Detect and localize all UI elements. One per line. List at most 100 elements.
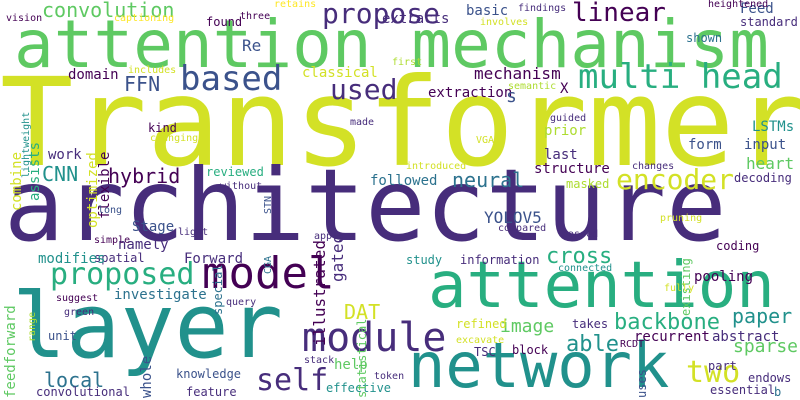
word-changes: changes [632,161,675,172]
word-convolutional: convolutional [36,385,130,399]
word-work: work [48,147,82,163]
word-part: part [708,359,737,373]
word-feature: feature [186,385,237,399]
word-linear: linear [572,0,666,28]
word-standard: standard [740,15,798,29]
word-simple: simple [94,235,131,246]
word-fully: fully [664,283,695,294]
word-attention-mechanism: attention mechanism [14,6,769,83]
word-yolov5: YOLOV5 [484,208,542,227]
word-namely: namely [118,237,169,253]
word-without: without [220,181,263,192]
word-domain: domain [68,67,119,83]
word-refined: refined [456,317,507,331]
word-essential: essential [710,383,776,397]
word-statistical: statistical [355,318,369,398]
word-local: local [44,368,105,392]
word-self: self [256,363,329,398]
word-lstms: LSTMs [752,119,795,135]
word-model: model [202,248,335,299]
word-suggest: suggest [56,293,99,304]
word-backbone: backbone [614,310,720,335]
word-findings: findings [518,3,567,14]
word-stn: STN [263,195,274,214]
word-paper: paper [732,304,793,328]
word-light: light [178,227,209,238]
word-s: s [506,86,517,107]
word-decoding: decoding [734,171,792,185]
word-special: special [211,264,225,315]
word-extraction: extraction [428,85,513,101]
word-long: long [98,205,123,216]
word-attention: attention [428,249,775,323]
word-pooling: pooling [694,269,754,285]
word-found: found [206,15,243,29]
word-structure: structure [534,161,610,177]
word-guided: guided [550,113,587,124]
word-abstract: abstract [712,329,780,345]
word-cnn: CNN [42,162,79,186]
word-multi-head: multi head [578,57,783,97]
word-endows: endows [748,371,792,385]
word-pruning: pruning [660,213,703,224]
word-form: form [688,137,722,153]
word-input: input [744,137,787,153]
word-used: used [330,73,398,106]
word-first: first [392,57,423,68]
word-excavate: excavate [456,335,505,346]
word-made: made [350,117,375,128]
word-spatial: spatial [94,251,145,265]
word-image: image [500,316,555,337]
word-stage: Stage [132,219,175,235]
word-encoder: encoder [616,163,735,196]
word-vga: VGA [476,135,495,146]
word-coding: coding [716,239,760,253]
word-masked: masked [566,177,610,191]
word-compared: compared [498,223,547,234]
word-token: token [374,371,405,382]
word-illustrated: illustrated [310,240,329,346]
word-retains: retains [274,0,317,10]
word-shown: shown [686,31,723,45]
word-study: study [406,253,443,267]
word-cross: cross [546,244,613,269]
word-proposed: proposed [50,257,195,292]
word-able: able [566,332,619,357]
word-x: X [560,81,569,97]
word-feedforward: feedforward [3,305,19,398]
word-uses: uses [635,369,649,398]
word-last: last [544,147,578,163]
word-convolution: convolution [42,0,175,22]
word-two: two [686,355,741,390]
word-sparse: sparse [733,336,799,357]
word-network: network [408,329,670,400]
word-propose: propose [322,0,441,30]
word-ffn: FFN [124,72,161,96]
word-investigate: investigate [114,287,207,303]
word-captioning: captioning [114,13,175,24]
word-kind: kind [148,121,177,135]
word-whole: whole [139,355,155,398]
word-green: green [64,307,95,318]
word-rcdt: RCDT [620,339,645,350]
word-takes: takes [572,317,609,331]
word-apply: apply [314,231,345,242]
word-forward: Forward [184,251,244,267]
word-followed: followed [370,173,438,189]
word-heart: heart [746,154,795,173]
word-extracts: extracts [382,11,450,27]
word-re: Re [242,36,262,55]
word-basic: basic [466,3,509,19]
word-semantic: semantic [508,81,557,92]
word-introduced: introduced [406,161,467,172]
word-modifies: modifies [38,251,106,267]
word-neural: neural [452,168,525,192]
word-module: module [302,315,447,361]
word-knowledge: knowledge [176,367,242,381]
word-transformer: Transformer [0,52,800,194]
word-dat: DAT [344,300,381,324]
word-b: b [774,385,782,399]
word-tsc: TSC [474,345,496,359]
word-recurrent: recurrent [634,329,710,345]
